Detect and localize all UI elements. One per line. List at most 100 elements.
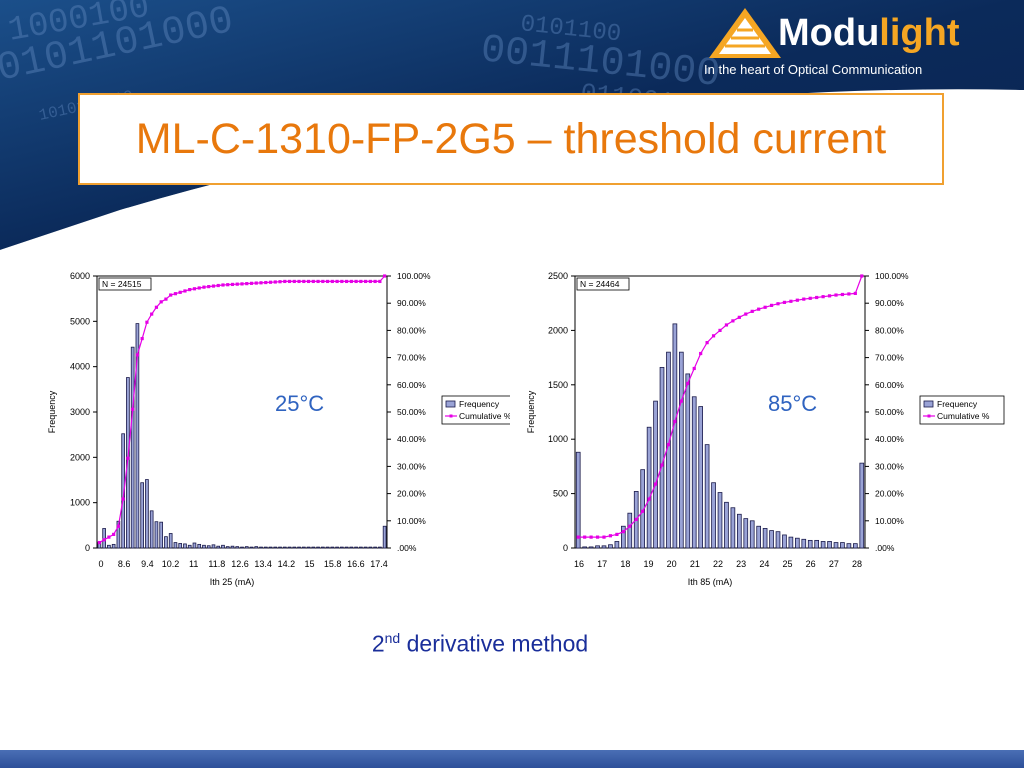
frequency-bar — [145, 479, 149, 549]
y-axis-label: Frequency — [526, 390, 536, 433]
legend-cumulative-marker — [449, 414, 453, 418]
frequency-bar — [736, 513, 742, 549]
cumulative-point — [102, 538, 106, 542]
y2-tick-label: 60.00% — [397, 380, 426, 390]
x-tick-label: 19 — [643, 559, 653, 569]
histogram-chart-25c: 0 1000 2000 3000 4000 5000 6000 .00% 10.00% 20.00… — [47, 271, 510, 587]
cumulative-point — [621, 530, 625, 534]
cumulative-point — [183, 289, 187, 293]
sample-count-box: N = 24515 — [98, 277, 152, 291]
method-caption: 2nd derivative method — [0, 630, 960, 658]
frequency-bar — [840, 542, 845, 549]
frequency-bar — [846, 543, 852, 549]
frequency-bar — [698, 406, 704, 549]
cumulative-point — [711, 334, 716, 338]
frequency-bar — [168, 533, 173, 549]
frequency-bar — [678, 351, 684, 549]
frequency-bar — [782, 534, 787, 549]
cumulative-point — [268, 280, 273, 284]
frequency-bar — [149, 510, 154, 549]
sample-count-label: N = 24515 — [102, 279, 142, 289]
y2-tick-label: 100.00% — [397, 271, 431, 281]
legend-frequency-label: Frequency — [459, 399, 500, 409]
frequency-bar — [807, 539, 813, 549]
frequency-bar — [685, 373, 691, 549]
frequency-bar — [130, 346, 135, 549]
cumulative-point — [595, 535, 600, 539]
frequency-bar — [116, 520, 121, 549]
cumulative-point — [126, 456, 130, 460]
cumulative-point — [278, 280, 282, 284]
cumulative-point — [660, 463, 664, 467]
y-tick-label: 6000 — [70, 271, 90, 281]
frequency-bar — [240, 546, 244, 549]
frequency-bar — [135, 323, 140, 549]
frequency-bar — [582, 546, 588, 549]
frequency-bar — [320, 546, 325, 549]
brand-name-part1: Modu — [778, 12, 880, 54]
y2-tick-label: 40.00% — [397, 434, 426, 444]
cumulative-point — [306, 279, 311, 284]
slide-title: ML-C-1310-FP-2G5 – threshold current — [135, 114, 887, 163]
cumulative-point — [188, 288, 192, 292]
x-tick-label: 14.2 — [278, 559, 296, 569]
y2-tick-label: 70.00% — [875, 353, 904, 363]
cumulative-point — [840, 292, 845, 297]
frequency-bar — [653, 400, 658, 549]
sample-count-label: N = 24464 — [580, 279, 620, 289]
y2-tick-label: 30.00% — [397, 461, 426, 471]
y-tick-label: 2500 — [548, 271, 568, 281]
frequency-bar — [788, 536, 794, 549]
footer-bar — [0, 750, 1024, 768]
frequency-bar — [368, 546, 373, 549]
frequency-bar — [359, 546, 363, 549]
cumulative-point — [159, 300, 163, 304]
x-tick-label: 20 — [667, 559, 677, 569]
x-tick-label: 11.8 — [208, 559, 225, 569]
y2-tick-label: 20.00% — [397, 489, 426, 499]
chart-legend: Frequency Cumulative % — [919, 395, 1005, 425]
cumulative-point — [705, 341, 709, 345]
cumulative-point — [116, 524, 120, 528]
frequency-bar — [278, 546, 282, 549]
cumulative-point — [330, 279, 334, 284]
histogram-chart-85c: 0 500 1000 1500 2000 2500 .00% 10.00% 20.00% 30.0… — [526, 271, 1005, 587]
y-tick-label: 4000 — [70, 362, 90, 372]
cumulative-point — [686, 381, 690, 386]
temperature-label: 25°C — [275, 391, 324, 416]
frequency-bar — [164, 536, 168, 549]
cumulative-point — [287, 279, 292, 284]
cumulative-point — [197, 286, 201, 290]
frequency-bar — [202, 544, 206, 549]
frequency-bar — [354, 546, 358, 549]
cumulative-point — [782, 300, 787, 304]
y2-tick-label: 90.00% — [397, 298, 426, 308]
legend-frequency-swatch — [923, 400, 934, 408]
x-tick-label: 23 — [736, 559, 746, 569]
y-tick-label: 2000 — [70, 452, 90, 462]
frequency-bar — [107, 544, 111, 549]
frequency-bar — [349, 546, 354, 549]
temperature-label: 85°C — [768, 391, 817, 416]
frequency-bar — [178, 543, 183, 549]
frequency-bar — [211, 544, 216, 549]
header-banner: 1000100010110100010101000100101100001110… — [0, 0, 1024, 250]
x-tick-label: 0 — [98, 559, 103, 569]
frequency-bar — [297, 546, 301, 549]
x-tick-label: 12.6 — [231, 559, 249, 569]
legend-frequency-swatch — [445, 400, 456, 408]
y-axis-label: Frequency — [47, 390, 57, 433]
cumulative-point — [653, 482, 658, 486]
frequency-bar — [206, 545, 211, 549]
frequency-bar — [192, 542, 197, 549]
frequency-bar — [230, 545, 235, 549]
cumulative-point — [699, 351, 703, 356]
y-tick-label: 2000 — [548, 325, 568, 335]
y2-tick-label: 20.00% — [875, 489, 904, 499]
x-tick-label: 26 — [806, 559, 816, 569]
cumulative-point — [321, 279, 325, 284]
frequency-bar — [588, 546, 594, 549]
cumulative-point — [230, 282, 235, 287]
cumulative-point — [240, 282, 244, 286]
frequency-bar — [717, 492, 723, 549]
